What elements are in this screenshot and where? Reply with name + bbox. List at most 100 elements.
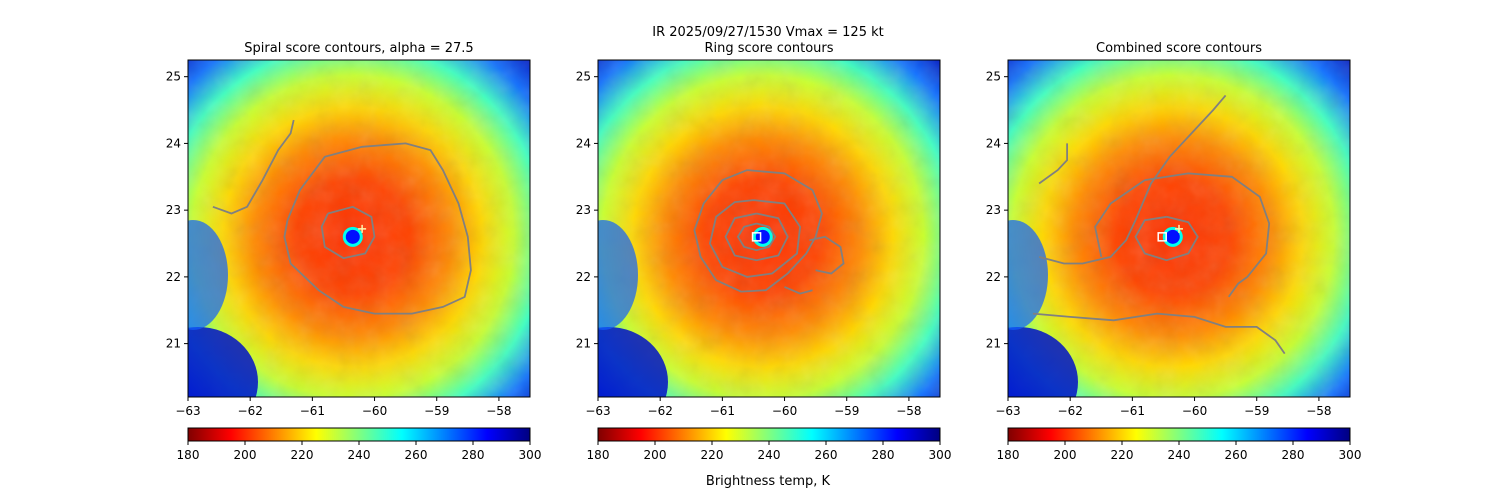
cold-region — [188, 220, 228, 330]
y-tick-label: 21 — [166, 337, 181, 351]
y-tick-label: 22 — [986, 270, 1001, 284]
colorbar: 180 200 220 240 260 280 300 — [177, 427, 542, 462]
ir-image — [598, 60, 940, 397]
colorbar-tick-label: 260 — [815, 448, 838, 462]
x-tick-label: −58 — [1306, 404, 1331, 418]
center-plus-marker — [358, 224, 367, 233]
colorbar-tick-label: 300 — [519, 448, 542, 462]
y-tick-label: 25 — [576, 70, 591, 84]
contours — [1032, 94, 1286, 355]
panel-2: Ring score contours −63 −62 −61 −60 −59 −58 21 2… — [576, 41, 952, 462]
contour-line — [1144, 172, 1271, 298]
contour-line — [212, 119, 295, 215]
contour-line — [320, 205, 376, 260]
x-tick-label: −61 — [1120, 404, 1145, 418]
cold-region — [1008, 220, 1048, 330]
contour-line — [1134, 215, 1199, 262]
contour-line — [809, 235, 845, 275]
contour-line — [708, 199, 802, 278]
colorbar: 180 200 220 240 260 280 300 — [587, 427, 952, 462]
colorbar-gradient — [187, 427, 531, 442]
x-tick-label: −62 — [1058, 404, 1083, 418]
colorbar-tick-label: 260 — [405, 448, 428, 462]
contour-line — [1032, 312, 1286, 355]
x-tick-label: −61 — [710, 404, 735, 418]
x-tick-label: −59 — [1244, 404, 1269, 418]
axes-frame — [1007, 59, 1351, 398]
center-square-marker — [751, 232, 762, 242]
y-tick-label: 23 — [576, 203, 591, 217]
y-tick-label: 22 — [166, 270, 181, 284]
y-tick-label: 24 — [576, 136, 591, 150]
colorbar-tick-label: 300 — [1339, 448, 1362, 462]
x-tick-label: −63 — [585, 404, 610, 418]
panel-title: Ring score contours — [704, 41, 833, 56]
contour-line — [724, 212, 789, 262]
x-tick-label: −58 — [486, 404, 511, 418]
ir-image — [1008, 60, 1350, 397]
colorbar-tick-label: 300 — [929, 448, 952, 462]
y-tick-label: 25 — [166, 70, 181, 84]
colorbar-tick-label: 200 — [234, 448, 257, 462]
colorbar-tick-label: 180 — [997, 448, 1020, 462]
contour-line — [1038, 94, 1227, 265]
y-tick-label: 22 — [576, 270, 591, 284]
x-tick-label: −63 — [995, 404, 1020, 418]
x-tick-label: −60 — [362, 404, 387, 418]
panels: Spiral score contours, alpha = 27.5 −63 −6… — [166, 41, 1362, 462]
y-tick-label: 25 — [986, 70, 1001, 84]
colorbar-tick-label: 240 — [348, 448, 371, 462]
colorbar-gradient — [597, 427, 941, 442]
colorbar: 180 200 220 240 260 280 300 — [997, 427, 1362, 462]
colorbar-tick-label: 240 — [1168, 448, 1191, 462]
panel-1: Spiral score contours, alpha = 27.5 −63 −6… — [166, 41, 542, 462]
colorbar-tick-label: 280 — [462, 448, 485, 462]
x-tick-label: −59 — [834, 404, 859, 418]
y-tick-label: 24 — [986, 136, 1001, 150]
x-tick-label: −62 — [238, 404, 263, 418]
x-tick-label: −60 — [772, 404, 797, 418]
panel-title: Combined score contours — [1096, 41, 1262, 56]
eye — [1165, 229, 1180, 244]
cold-region — [188, 327, 258, 397]
colorbar-tick-label: 200 — [644, 448, 667, 462]
contour-line — [784, 286, 813, 295]
colorbar-tick-label: 220 — [1111, 448, 1134, 462]
y-tick-label: 23 — [986, 203, 1001, 217]
center-square-marker — [1157, 232, 1167, 242]
contours — [693, 169, 845, 295]
colorbar-tick-label: 280 — [1282, 448, 1305, 462]
axes-frame — [187, 59, 531, 398]
x-tick-label: −60 — [1182, 404, 1207, 418]
contour-line — [1094, 179, 1146, 258]
eye — [345, 229, 360, 244]
panel-3: Combined score contours −63 −62 −61 −60 −59 −5… — [986, 41, 1362, 462]
contour-line — [693, 169, 823, 293]
x-tick-label: −63 — [175, 404, 200, 418]
cold-region — [598, 327, 668, 397]
y-tick-label: 24 — [166, 136, 181, 150]
x-tick-label: −62 — [648, 404, 673, 418]
cold-region — [1008, 327, 1078, 397]
panel-title: Spiral score contours, alpha = 27.5 — [244, 41, 473, 56]
figure-suptitle: IR 2025/09/27/1530 Vmax = 125 kt — [652, 25, 883, 40]
colorbar-tick-label: 180 — [587, 448, 610, 462]
colorbar-tick-label: 200 — [1054, 448, 1077, 462]
y-tick-label: 21 — [986, 337, 1001, 351]
colorbar-tick-label: 220 — [291, 448, 314, 462]
y-tick-label: 23 — [166, 203, 181, 217]
y-tick-label: 21 — [576, 337, 591, 351]
x-tick-label: −58 — [896, 404, 921, 418]
colorbar-label: Brightness temp, K — [706, 474, 831, 489]
center-plus-marker — [1175, 224, 1183, 233]
colorbar-tick-label: 280 — [872, 448, 895, 462]
axes-frame — [597, 59, 941, 398]
eye — [755, 229, 770, 244]
colorbar-tick-label: 180 — [177, 448, 200, 462]
cold-region — [598, 220, 638, 330]
contour-line — [1038, 143, 1068, 185]
contours — [212, 119, 472, 315]
colorbar-tick-label: 220 — [701, 448, 724, 462]
contour-line — [736, 222, 777, 252]
